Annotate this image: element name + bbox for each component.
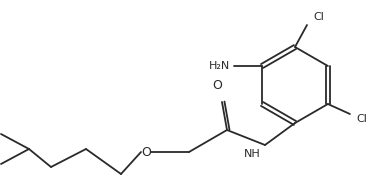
Text: Cl: Cl	[313, 12, 324, 22]
Text: O: O	[212, 79, 222, 92]
Text: Cl: Cl	[356, 114, 367, 124]
Text: H₂N: H₂N	[209, 61, 230, 71]
Text: NH: NH	[244, 149, 261, 159]
Text: O: O	[141, 146, 151, 158]
